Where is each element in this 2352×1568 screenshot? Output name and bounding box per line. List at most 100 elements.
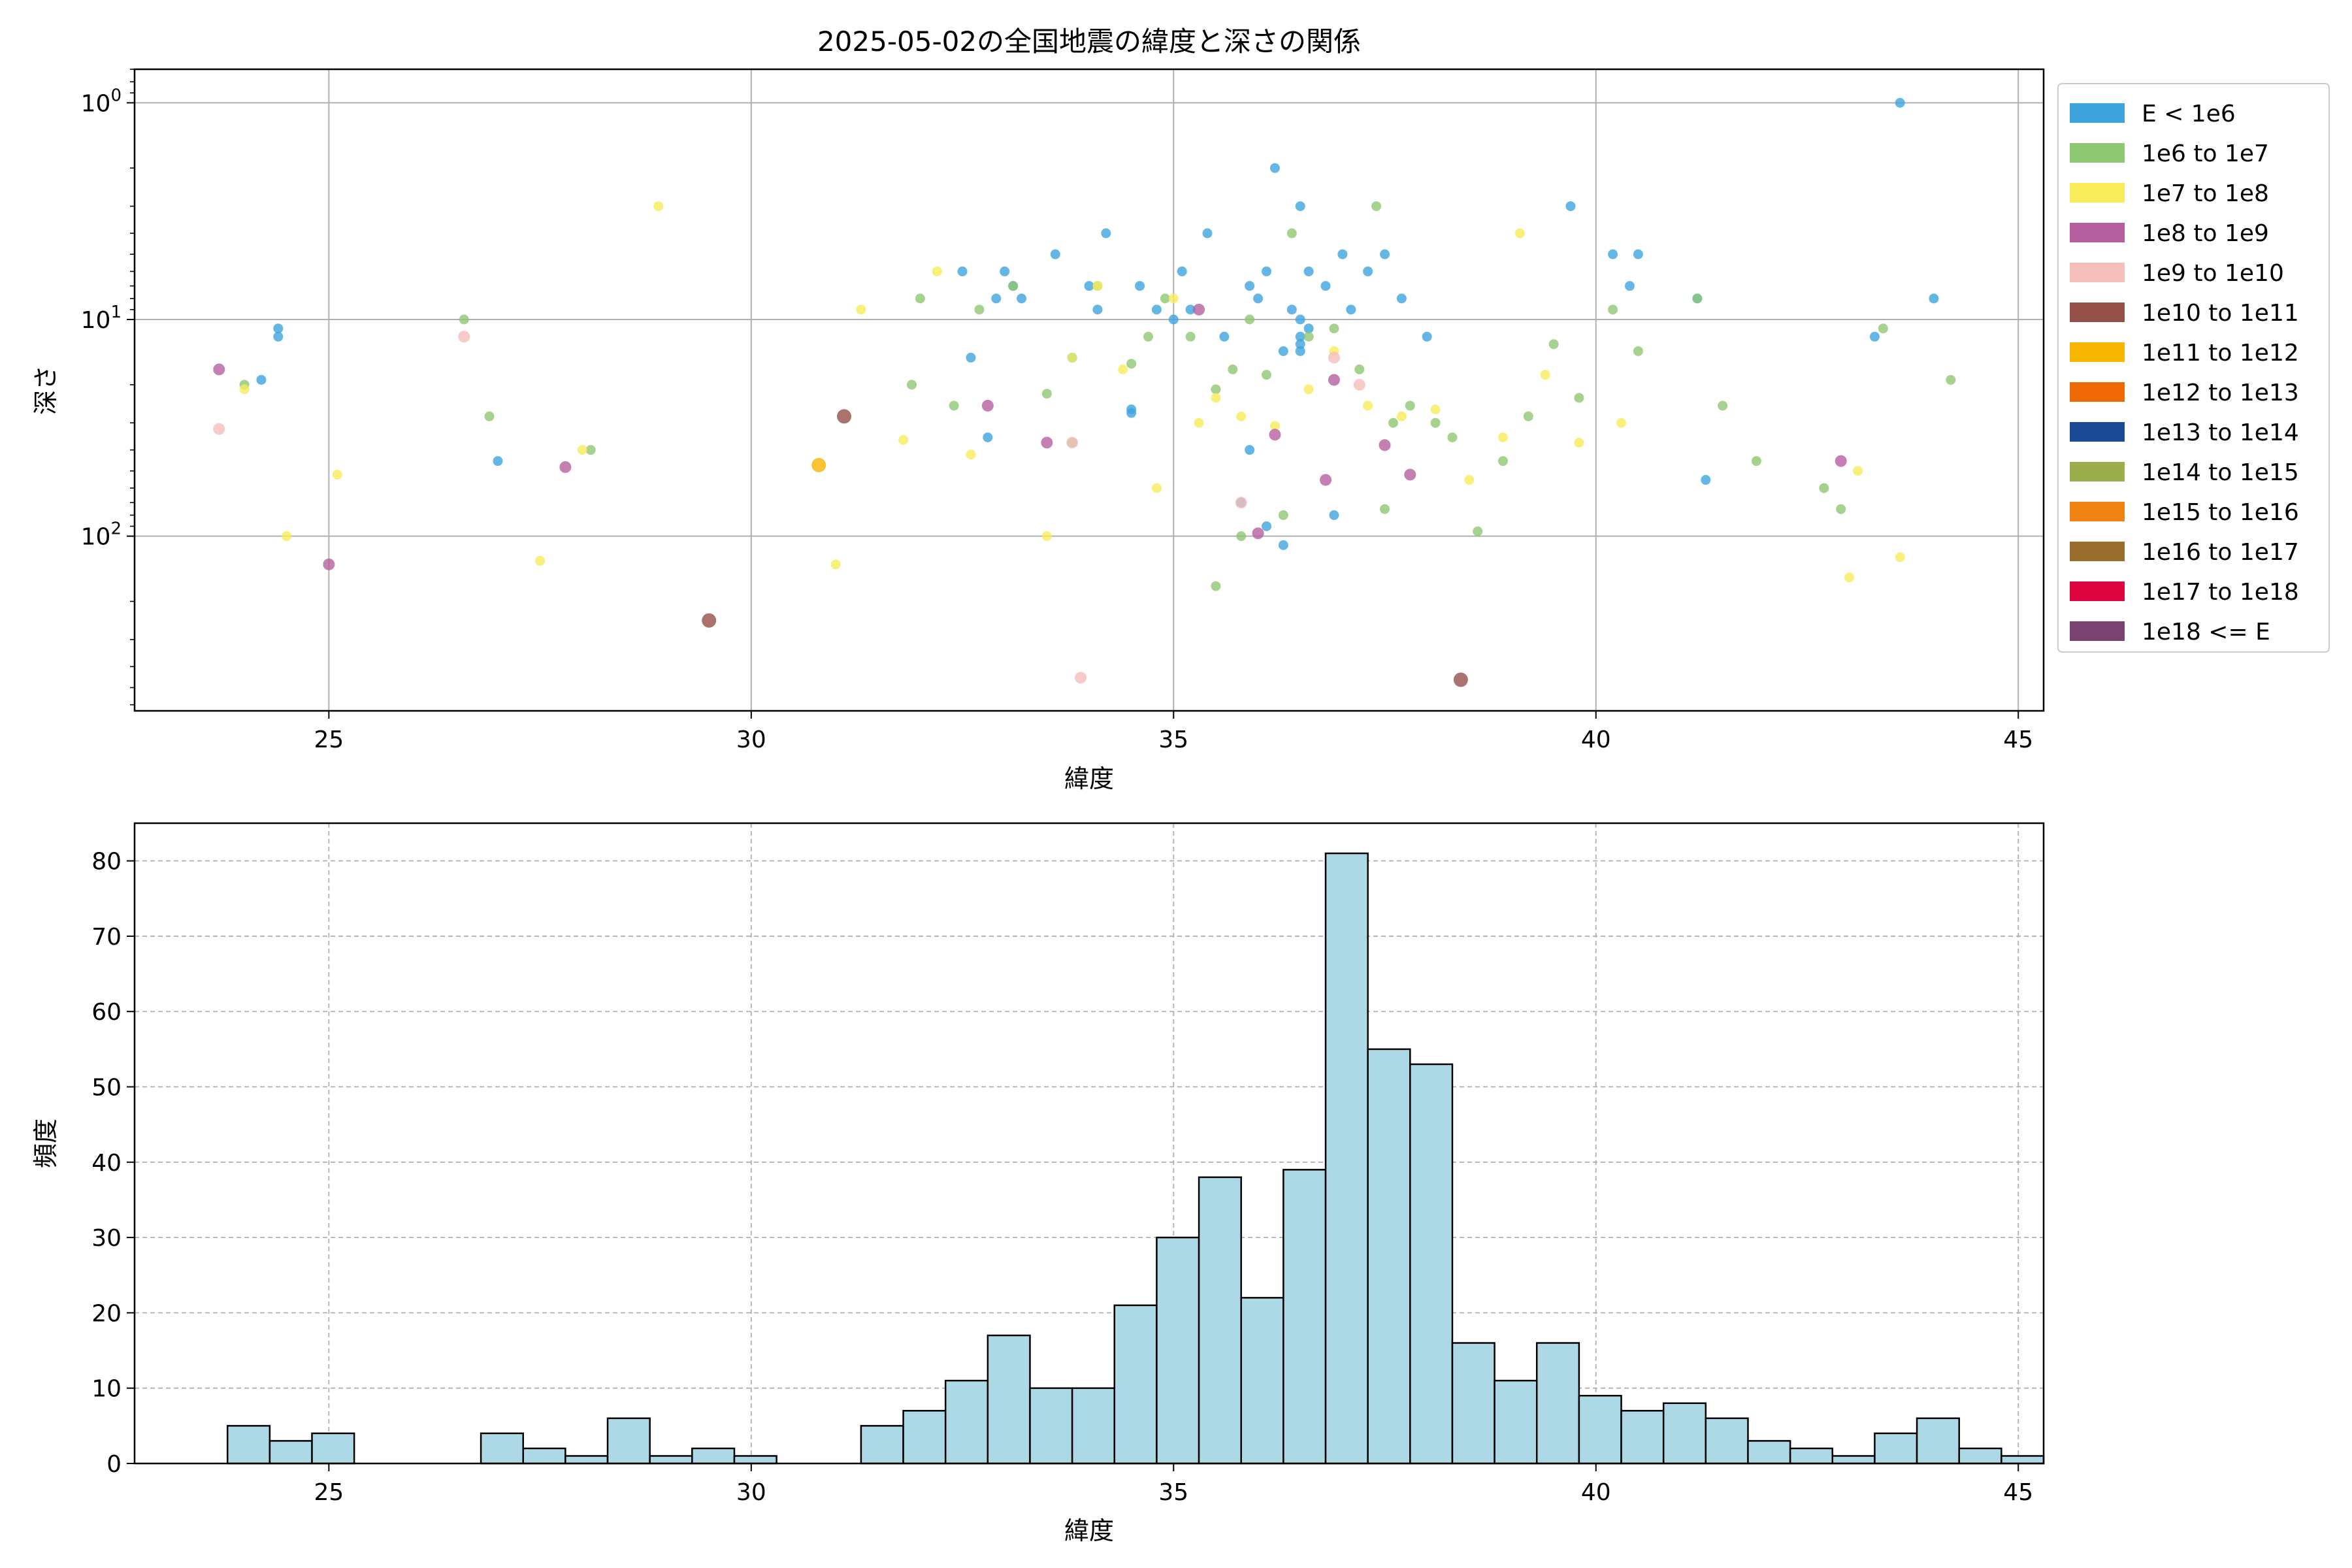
scatter-point (1565, 201, 1576, 212)
legend-swatch (2070, 382, 2125, 402)
histogram-y-tick-label: 10 (91, 1376, 122, 1403)
scatter-point (1574, 437, 1584, 448)
scatter-point (1464, 475, 1475, 485)
scatter-point (1616, 417, 1627, 428)
scatter-point (915, 293, 925, 304)
scatter-point (1869, 331, 1880, 342)
histogram-y-tick-label: 20 (91, 1300, 122, 1327)
legend-swatch (2070, 621, 2125, 641)
scatter-legend: E < 1e6 1e6 to 1e7 1e7 to 1e8 1e8 to 1e9 1e9… (2057, 83, 2330, 653)
scatter-point (1151, 483, 1162, 493)
scatter-y-tick-label: 101 (81, 302, 122, 334)
scatter-point (1405, 400, 1415, 411)
histogram-y-tick-label: 50 (91, 1075, 122, 1102)
legend-label: 1e18 <= E (2142, 619, 2270, 645)
scatter-point (1303, 266, 1314, 276)
scatter-point (332, 469, 342, 480)
scatter-point (981, 399, 994, 412)
histogram-bar (649, 1455, 693, 1465)
histogram-bar (1113, 1304, 1158, 1465)
scatter-point (1168, 314, 1179, 325)
scatter-point (1718, 400, 1728, 411)
legend-label: 1e17 to 1e18 (2142, 579, 2299, 606)
scatter-point (1202, 228, 1213, 238)
scatter-point (273, 323, 284, 334)
scatter-point (323, 558, 335, 570)
scatter-point (1126, 408, 1137, 418)
scatter-point (1041, 531, 1052, 542)
legend-label: 1e8 to 1e9 (2142, 220, 2269, 247)
legend-label: 1e16 to 1e17 (2142, 539, 2299, 566)
scatter-point (1135, 281, 1145, 291)
scatter-point (1067, 352, 1077, 363)
histogram-bar (1705, 1417, 1749, 1465)
histogram-y-tick-label: 70 (91, 924, 122, 951)
legend-swatch (2070, 263, 2125, 282)
scatter-point (1041, 389, 1052, 399)
legend-label: 1e9 to 1e10 (2142, 260, 2284, 287)
scatter-point (1453, 672, 1468, 687)
histogram-bar (480, 1432, 524, 1465)
scatter-point (1396, 411, 1407, 421)
histogram-bar (1029, 1387, 1073, 1465)
scatter-point (1692, 293, 1703, 304)
scatter-point (1835, 455, 1847, 467)
scatter-point (1118, 364, 1128, 374)
scatter-point (1430, 417, 1441, 428)
histogram-bar (1494, 1379, 1538, 1465)
scatter-point (1143, 331, 1154, 342)
scatter-y-tick-base: 10 (81, 90, 111, 117)
histogram-y-tick-label: 30 (91, 1225, 122, 1252)
scatter-point (1836, 504, 1846, 514)
scatter-point (1295, 339, 1305, 350)
histogram-bar (1916, 1417, 1960, 1465)
scatter-point (1878, 323, 1888, 334)
scatter-point (1633, 346, 1643, 356)
scatter-point (1092, 304, 1103, 315)
scatter-point (1388, 417, 1398, 428)
scatter-point (1000, 266, 1010, 276)
scatter-y-axis-label: 深さ (31, 365, 60, 415)
scatter-point (1701, 475, 1711, 485)
scatter-point (1404, 468, 1416, 481)
scatter-point (1278, 510, 1288, 521)
histogram-bar (733, 1455, 777, 1465)
scatter-point (1252, 527, 1264, 540)
scatter-point (1295, 201, 1305, 212)
scatter-x-axis-ticks: 25 30 35 40 45 (314, 711, 2033, 753)
legend-swatch (2070, 422, 2125, 442)
chart-title: 2025-05-02の全国地震の緯度と深さの関係 (817, 25, 1361, 57)
histogram-x-axis-ticks: 25 30 35 40 45 (314, 1463, 2033, 1506)
scatter-point (1353, 378, 1365, 391)
scatter-point (1295, 331, 1305, 342)
legend-label: 1e7 to 1e8 (2142, 180, 2269, 207)
scatter-point (1041, 436, 1053, 449)
scatter-point (1379, 439, 1391, 451)
scatter-point (459, 314, 469, 325)
scatter-point (974, 304, 985, 315)
legend-swatch (2070, 542, 2125, 561)
scatter-y-tick-exponent: 0 (110, 86, 122, 105)
scatter-point (213, 423, 225, 435)
scatter-y-tick-base: 10 (81, 307, 111, 334)
histogram-bar (1409, 1063, 1454, 1465)
scatter-point (1236, 531, 1247, 542)
scatter-y-tick-label: 102 (81, 519, 122, 551)
legend-label: 1e6 to 1e7 (2142, 140, 2269, 167)
scatter-point (1337, 249, 1348, 259)
scatter-point (1303, 384, 1314, 395)
scatter-point (1168, 293, 1179, 304)
scatter-point (239, 384, 250, 395)
scatter-point (1211, 393, 1221, 403)
scatter-y-tick-exponent: 1 (110, 302, 122, 322)
scatter-point (1269, 429, 1281, 441)
scatter-point (1228, 364, 1238, 374)
scatter-y-tick-exponent: 2 (110, 519, 122, 539)
scatter-point (1262, 266, 1272, 276)
scatter-point (1278, 346, 1288, 356)
scatter-point (811, 457, 826, 472)
scatter-point (957, 266, 968, 276)
legend-swatch (2070, 143, 2125, 163)
legend-swatch (2070, 183, 2125, 203)
